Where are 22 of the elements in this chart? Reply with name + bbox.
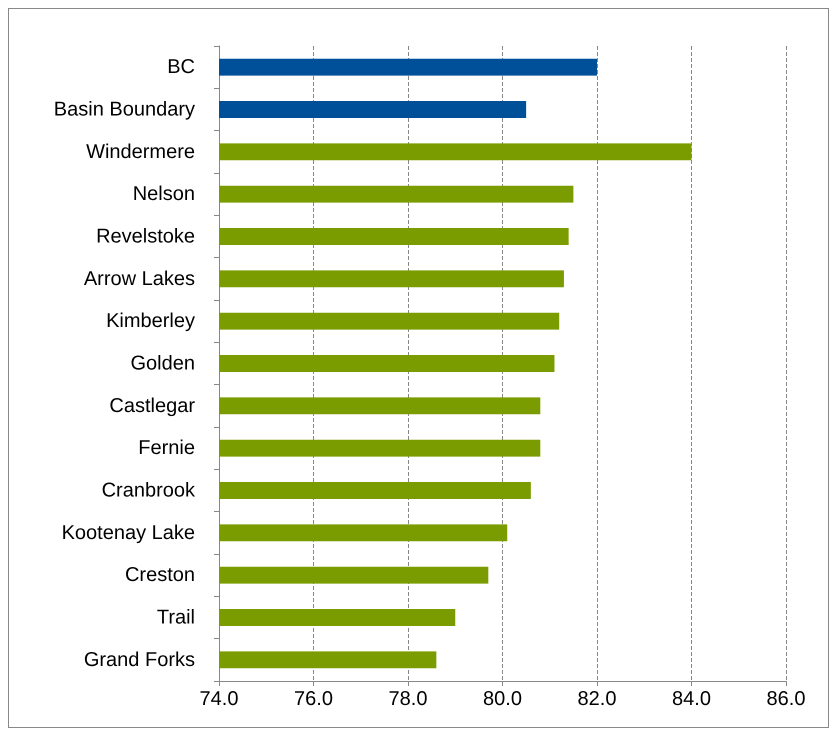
x-tick-label: 78.0 [388, 688, 428, 710]
y-tick-label: BC [167, 56, 195, 78]
y-tick-label: Kimberley [106, 310, 195, 332]
x-tick-label: 80.0 [483, 688, 522, 710]
y-tick-label: Fernie [138, 437, 195, 460]
y-tick-label: Creston [124, 564, 195, 586]
x-tick-label: 86.0 [766, 688, 806, 710]
y-tick-label: Castlegar [109, 394, 196, 417]
y-tick-label: Golden [130, 352, 195, 374]
x-tick-label: 76.0 [294, 688, 333, 710]
y-tick-label: Trail [156, 606, 195, 628]
x-tick-label: 74.0 [200, 688, 238, 710]
x-tick-label: 82.0 [578, 688, 616, 710]
y-tick-label: Grand Forks [84, 648, 195, 671]
y-tick-label: Basin Boundary [54, 98, 195, 120]
y-tick-label: Windermere [86, 140, 195, 163]
y-tick-label: Arrow Lakes [84, 268, 195, 290]
y-tick-label: Kootenay Lake [62, 522, 195, 544]
y-tick-label: Revelstoke [96, 226, 195, 248]
y-tick-label: Nelson [132, 183, 195, 206]
x-tick-label: 84.0 [672, 688, 711, 710]
y-tick-label: Cranbrook [102, 480, 196, 502]
